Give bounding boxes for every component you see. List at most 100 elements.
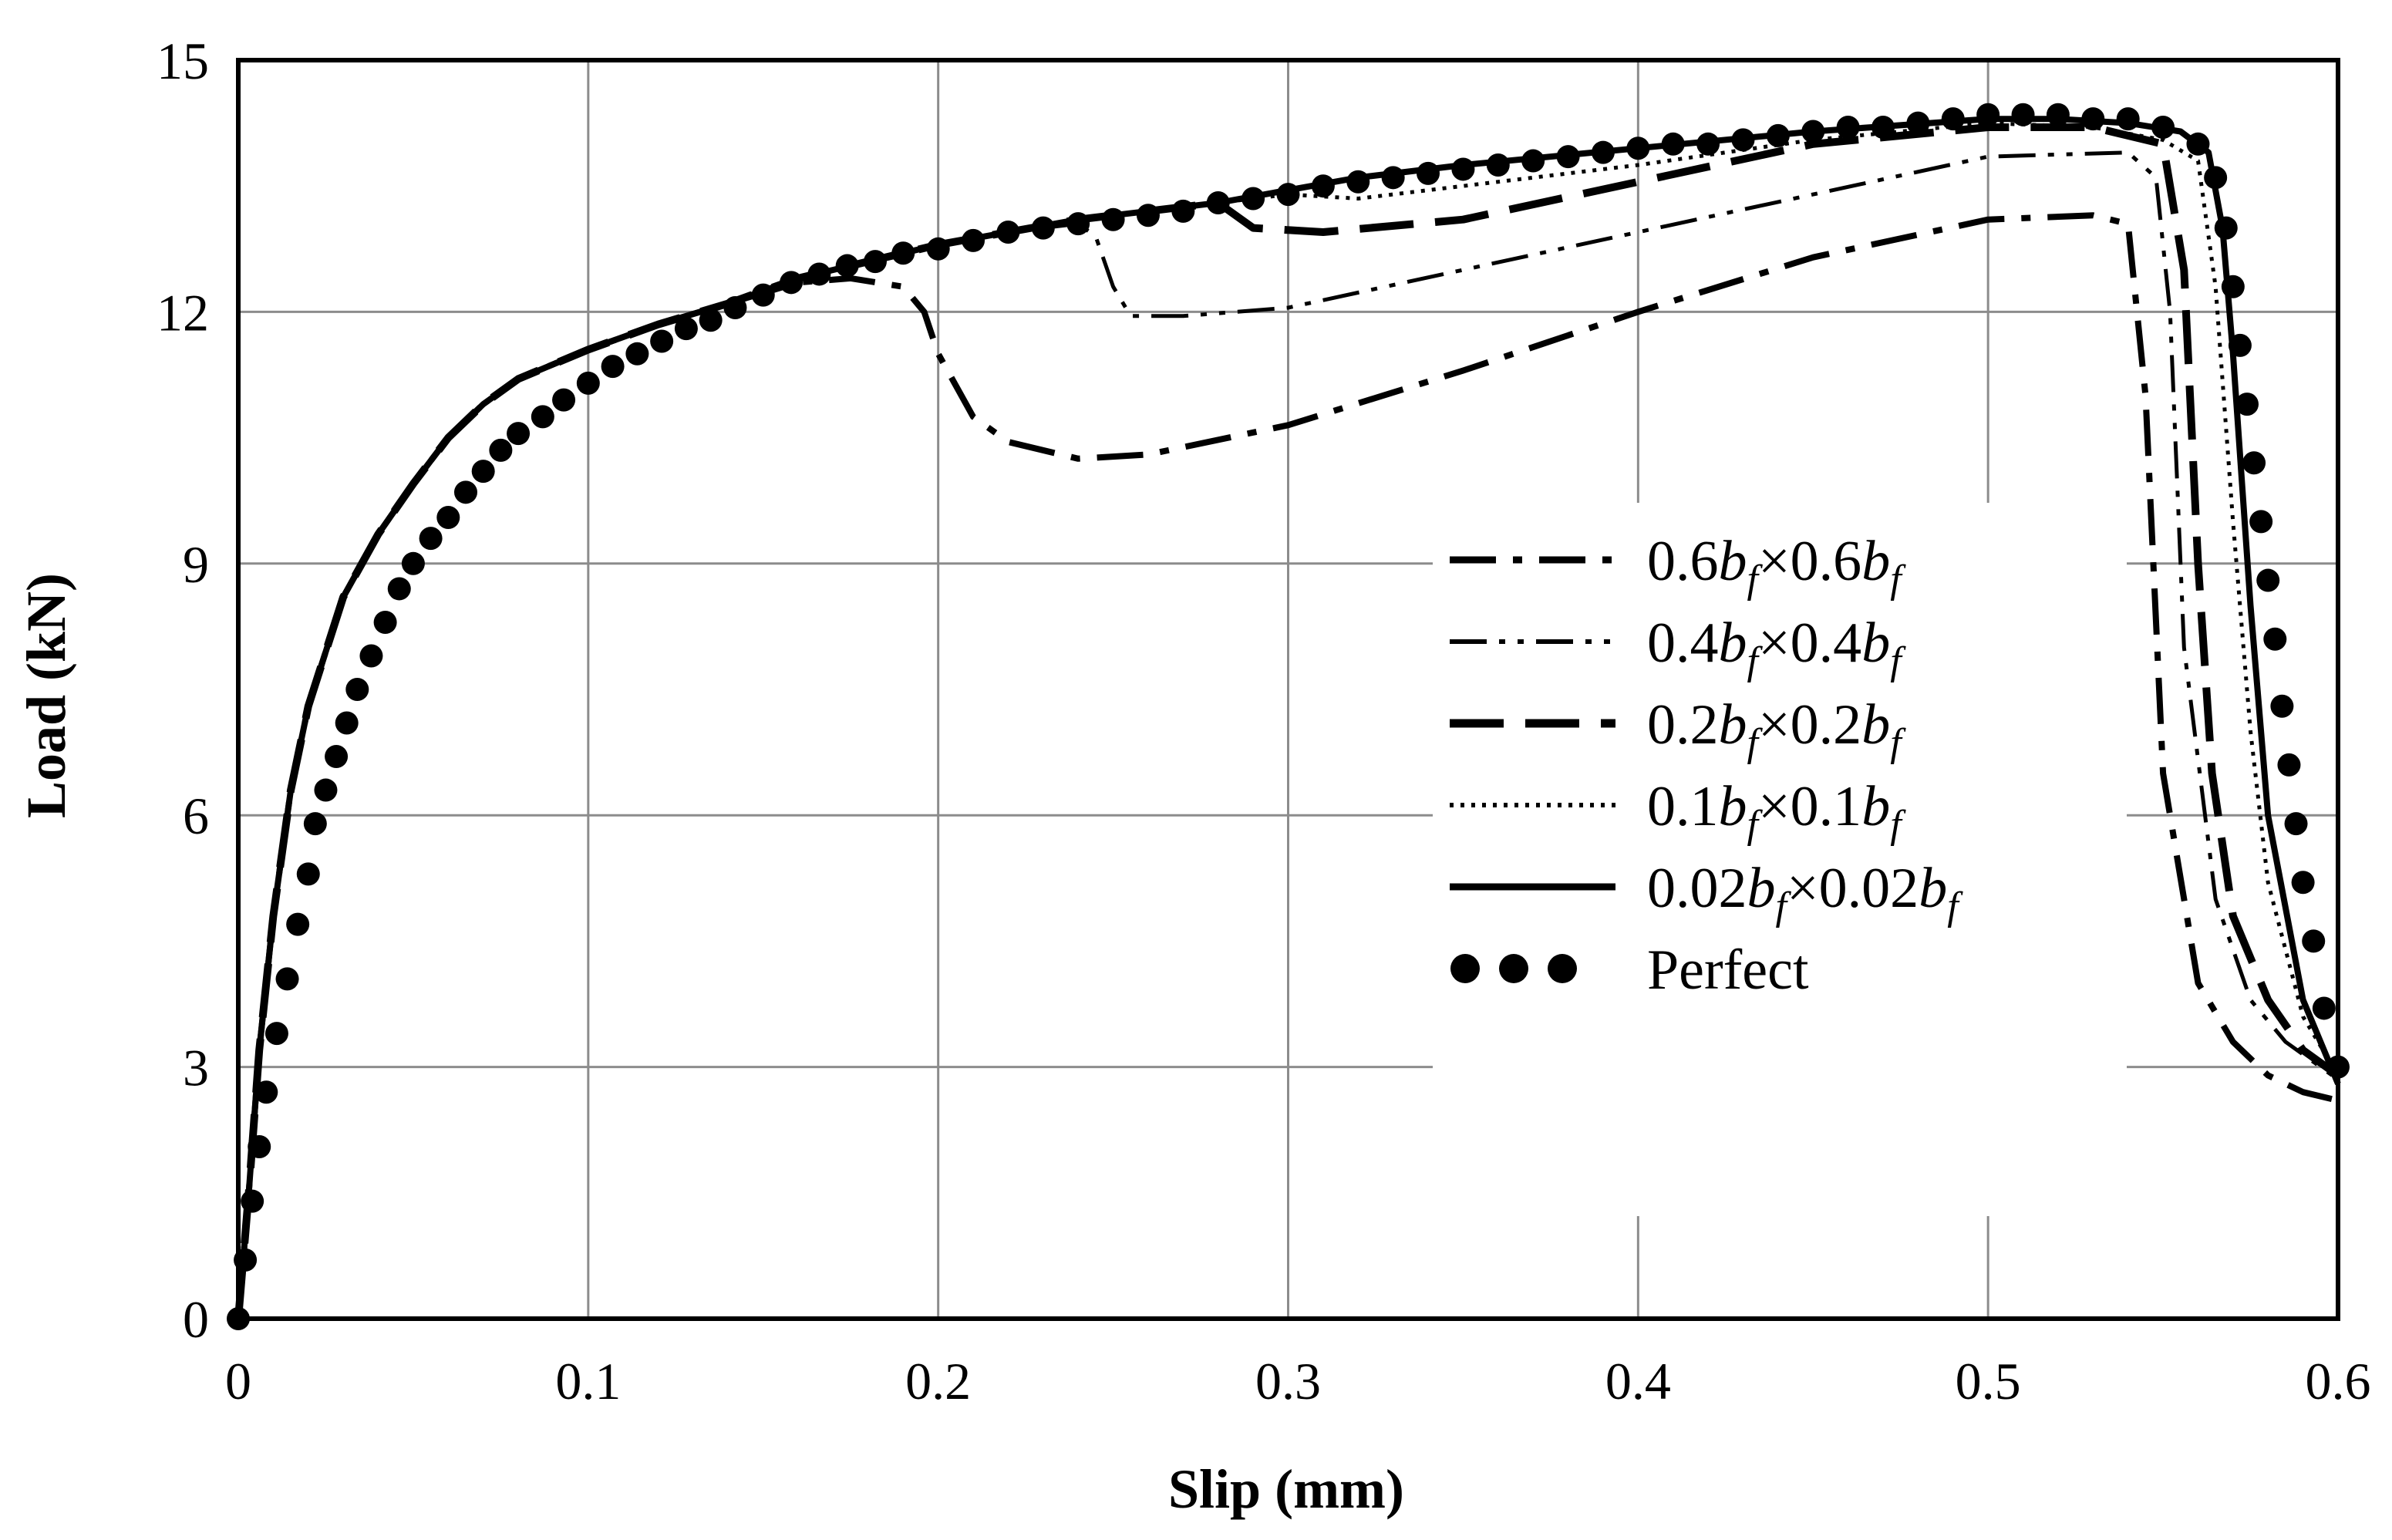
data-point xyxy=(1381,166,1405,190)
data-point xyxy=(453,480,477,504)
data-point xyxy=(674,317,698,341)
legend-marker xyxy=(1450,954,1480,983)
legend-item: 0.1bf×0.1bf xyxy=(1450,775,1906,847)
data-point xyxy=(248,1134,271,1158)
data-point xyxy=(751,283,775,307)
tick-labels: 0 0.1 0.2 0.3 0.4 0.5 0.6 0 3 6 9 12 15 xyxy=(157,32,2371,1410)
data-point xyxy=(863,250,887,274)
data-point xyxy=(507,422,531,446)
data-point xyxy=(1591,140,1615,164)
data-point xyxy=(2312,996,2336,1020)
data-point xyxy=(275,967,299,991)
data-point xyxy=(2228,333,2252,357)
data-point xyxy=(1836,116,1860,140)
x-tick-label: 0.1 xyxy=(555,1352,621,1410)
y-tick-label: 3 xyxy=(183,1039,209,1097)
legend-item: 0.2bf×0.2bf xyxy=(1450,693,1906,765)
data-point xyxy=(2270,694,2294,718)
data-point xyxy=(2011,103,2035,126)
data-point xyxy=(241,1189,264,1213)
data-point xyxy=(2221,275,2245,298)
data-point xyxy=(254,1080,278,1104)
data-point xyxy=(2116,107,2140,131)
data-point xyxy=(387,577,411,601)
legend-label: 0.6bf×0.6bf xyxy=(1647,530,1906,602)
data-point xyxy=(1871,116,1895,140)
data-point xyxy=(1976,103,2000,126)
y-axis-title: Load (kN) xyxy=(15,573,77,818)
data-point xyxy=(1101,207,1125,231)
legend-label: 0.4bf×0.4bf xyxy=(1647,612,1906,683)
data-point xyxy=(2302,929,2326,953)
data-point xyxy=(1136,204,1160,227)
x-axis-title: Slip (mm) xyxy=(1168,1458,1404,1520)
data-point xyxy=(2235,393,2259,416)
data-point xyxy=(531,405,554,429)
data-point xyxy=(314,778,338,802)
data-point xyxy=(1417,161,1440,185)
data-point xyxy=(2151,116,2175,140)
data-point xyxy=(1276,183,1300,207)
data-point xyxy=(2291,871,2315,895)
legend-item: Perfect xyxy=(1450,938,1809,1002)
data-point xyxy=(2263,627,2287,651)
y-tick-label: 9 xyxy=(183,535,209,594)
data-point xyxy=(325,745,349,769)
series-layer xyxy=(227,103,2350,1330)
series-perfect xyxy=(227,103,2350,1330)
data-point xyxy=(2277,753,2301,777)
data-point xyxy=(1066,212,1090,236)
data-point xyxy=(419,527,443,551)
data-point xyxy=(926,237,950,261)
data-point xyxy=(2214,216,2238,240)
data-point xyxy=(807,262,831,286)
legend-item: 0.02bf×0.02bf xyxy=(1450,857,1963,928)
legend-item: 0.4bf×0.4bf xyxy=(1450,612,1906,683)
data-point xyxy=(1486,153,1510,177)
data-point xyxy=(401,551,425,575)
data-point xyxy=(835,254,859,278)
y-tick-label: 6 xyxy=(183,787,209,845)
data-point xyxy=(1556,145,1580,169)
x-tick-label: 0.4 xyxy=(1605,1352,1671,1410)
legend-label: 0.2bf×0.2bf xyxy=(1647,693,1906,765)
data-point xyxy=(780,271,804,295)
data-point xyxy=(373,610,397,634)
x-tick-label: 0 xyxy=(225,1352,251,1410)
data-point xyxy=(1941,107,1965,131)
data-point xyxy=(1661,132,1685,156)
data-point xyxy=(2242,451,2266,475)
y-tick-label: 12 xyxy=(157,283,209,342)
data-point xyxy=(2256,568,2280,592)
data-point xyxy=(1696,132,1720,156)
data-point xyxy=(601,355,625,379)
legend-label: 0.1bf×0.1bf xyxy=(1647,775,1906,847)
data-point xyxy=(1521,149,1545,173)
plot-frame xyxy=(236,58,2340,1321)
data-point xyxy=(1031,216,1055,240)
data-point xyxy=(1731,128,1755,152)
legend-background xyxy=(1433,503,2127,1216)
data-point xyxy=(345,678,369,701)
data-point xyxy=(1206,190,1230,214)
data-point xyxy=(699,308,723,332)
data-point xyxy=(286,912,310,936)
legend-marker xyxy=(1548,954,1577,983)
x-tick-label: 0.6 xyxy=(2306,1352,2371,1410)
data-point xyxy=(296,862,320,886)
data-point xyxy=(471,460,495,484)
data-point xyxy=(1311,174,1335,198)
data-point xyxy=(2204,166,2228,190)
legend-marker xyxy=(1499,954,1528,983)
x-tick-label: 0.5 xyxy=(1956,1352,2021,1410)
data-point xyxy=(2186,132,2210,156)
data-point xyxy=(650,329,674,353)
y-tick-label: 0 xyxy=(183,1290,209,1349)
data-point xyxy=(335,711,359,735)
data-point xyxy=(962,228,985,252)
data-point xyxy=(1171,199,1195,223)
y-tick-label: 15 xyxy=(157,32,209,90)
data-point xyxy=(2046,103,2070,126)
data-point xyxy=(1626,136,1650,160)
